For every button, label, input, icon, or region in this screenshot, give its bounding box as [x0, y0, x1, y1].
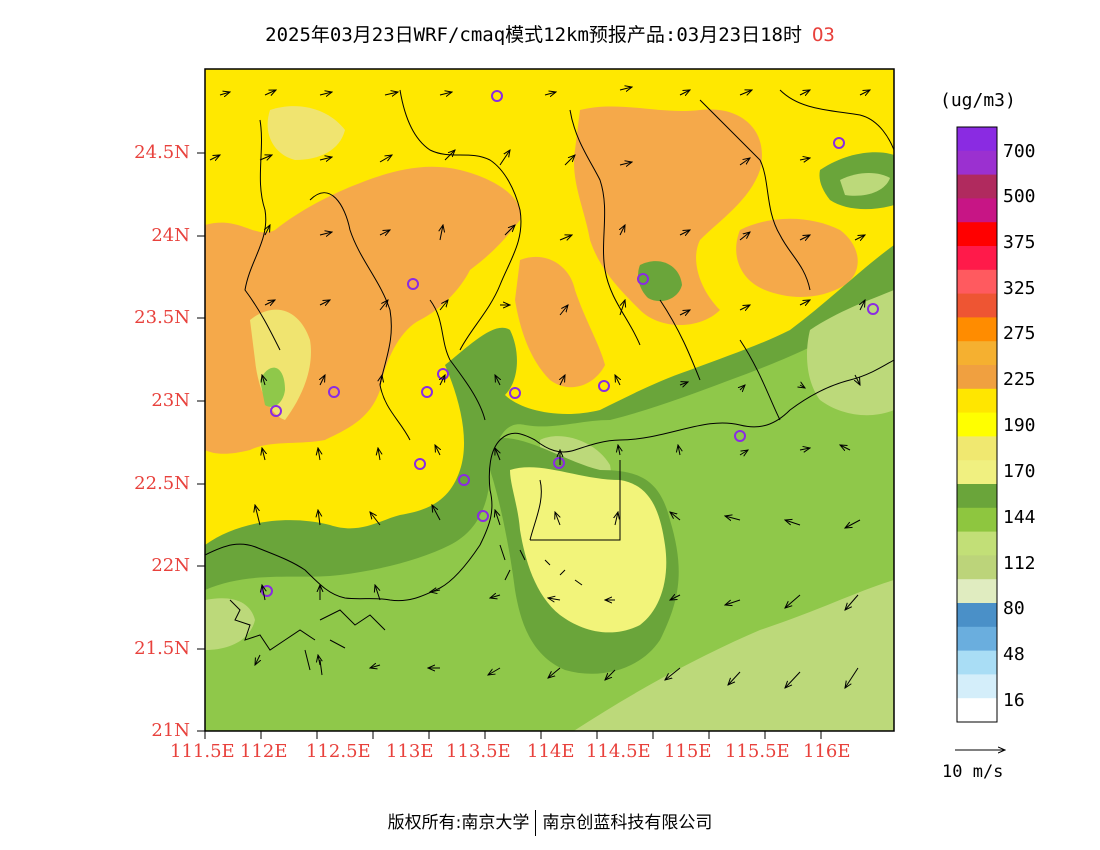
colorbar-swatch: [957, 484, 997, 509]
colorbar-swatch: [957, 317, 997, 342]
title-text: 2025年03月23日WRF/cmaq模式12km预报产品:03月23日18时: [265, 24, 802, 46]
lat-label-22N: 22N: [151, 555, 190, 576]
lat-label-23.5N: 23.5N: [134, 307, 190, 328]
lat-label-23N: 23N: [151, 390, 190, 411]
lat-label-22.5N: 22.5N: [134, 473, 190, 494]
colorbar-label: 144: [1003, 507, 1036, 528]
lat-label-21N: 21N: [151, 720, 190, 741]
colorbar-swatch: [957, 127, 997, 152]
colorbar-label: 112: [1003, 553, 1036, 574]
lat-label-24.5N: 24.5N: [134, 142, 190, 163]
colorbar-swatch: [957, 222, 997, 247]
colorbar-swatch: [957, 365, 997, 390]
colorbar-swatch: [957, 507, 997, 533]
axis-ticks: [197, 152, 822, 739]
footer-separator: [535, 810, 537, 836]
orange-area-central: [515, 256, 605, 388]
colorbar-swatch: [957, 650, 997, 675]
lon-label-113E: 113E: [386, 741, 434, 762]
copyright-right: 南京创蓝科技有限公司: [542, 813, 713, 833]
light-green-area-south: [560, 580, 894, 731]
colorbar-swatch: [957, 579, 997, 604]
colorbar-swatch: [957, 150, 997, 176]
colorbar-swatch: [957, 412, 997, 437]
concentration-field: [205, 69, 894, 731]
colorbar-label: 80: [1003, 598, 1025, 619]
map-title: 2025年03月23日WRF/cmaq模式12km预报产品:03月23日18时 O…: [0, 20, 1100, 47]
colorbar-swatch: [957, 198, 997, 223]
colorbar-swatch: [957, 388, 997, 414]
colorbar: [956, 126, 998, 723]
orange-area-north: [573, 106, 762, 326]
colorbar-label: 700: [1003, 141, 1036, 162]
colorbar-swatch: [957, 269, 997, 295]
colorbar-swatch: [957, 603, 997, 628]
colorbar-swatch: [957, 674, 997, 699]
colorbar-label: 225: [1003, 369, 1036, 390]
species-label: O3: [811, 24, 835, 46]
lon-label-112.5E: 112.5E: [306, 741, 371, 762]
colorbar-swatch: [957, 555, 997, 580]
plot-frame: [204, 68, 895, 732]
orange-area-east: [736, 218, 858, 297]
copyright-footer: 版权所有:南京大学 南京创蓝科技有限公司: [0, 808, 1100, 836]
lon-label-115E: 115E: [664, 741, 712, 762]
copyright-left: 版权所有:南京大学: [387, 813, 530, 833]
colorbar-frame: [956, 126, 998, 723]
colorbar-label: 500: [1003, 186, 1036, 207]
monitoring-stations: [261, 90, 879, 597]
colorbar-swatch: [957, 174, 997, 199]
boundaries: [205, 89, 894, 676]
colorbar-label: 190: [1003, 415, 1036, 436]
colorbar-label: 375: [1003, 232, 1036, 253]
colorbar-unit: (ug/m3): [940, 90, 1016, 111]
wind-vectors: [209, 87, 870, 688]
colorbar-label: 48: [1003, 644, 1025, 665]
colorbar-swatch: [957, 698, 997, 723]
lon-label-116E: 116E: [803, 741, 851, 762]
colorbar-label: 170: [1003, 461, 1036, 482]
colorbar-swatch: [957, 531, 997, 556]
lon-label-112E: 112E: [240, 741, 288, 762]
lon-label-115.5E: 115.5E: [725, 741, 790, 762]
lon-label-113.5E: 113.5E: [446, 741, 511, 762]
colorbar-swatch: [957, 626, 997, 652]
colorbar-label: 275: [1003, 323, 1036, 344]
lat-label-21.5N: 21.5N: [134, 638, 190, 659]
yellow-tongue: [510, 467, 667, 633]
lat-label-24N: 24N: [151, 225, 190, 246]
colorbar-label: 325: [1003, 278, 1036, 299]
colorbar-swatch: [957, 246, 997, 271]
colorbar-swatch: [957, 293, 997, 318]
colorbar-swatch: [957, 460, 997, 485]
lon-label-114E: 114E: [527, 741, 575, 762]
wind-reference-label: 10 m/s: [942, 762, 1004, 782]
colorbar-swatch: [957, 436, 997, 461]
colorbar-label: 16: [1003, 690, 1025, 711]
lon-label-111.5E: 111.5E: [170, 741, 235, 762]
colorbar-swatch: [957, 341, 997, 366]
lon-label-114.5E: 114.5E: [586, 741, 651, 762]
